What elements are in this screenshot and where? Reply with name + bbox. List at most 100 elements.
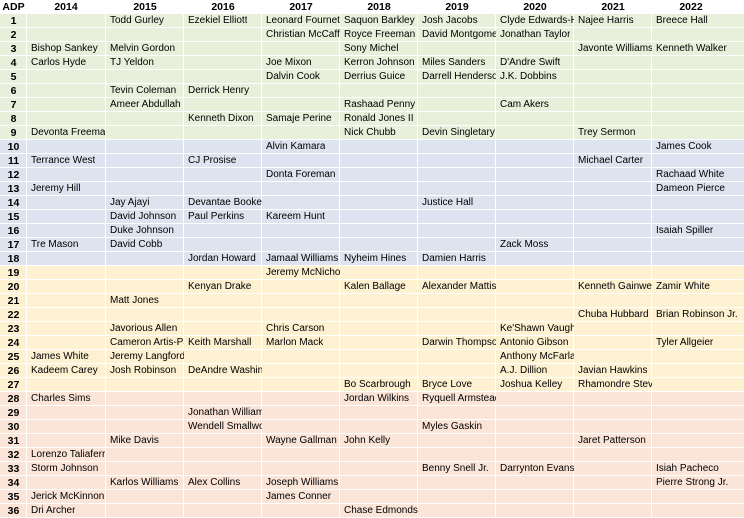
adp-cell[interactable]: 2 [10,29,17,41]
header-year-2014[interactable]: 2014 [27,0,105,14]
adp-cell[interactable]: 17 [7,239,20,251]
player-cell[interactable]: Javian Hawkins [578,365,648,376]
adp-cell[interactable]: 25 [7,351,20,363]
player-cell[interactable]: Pierre Strong Jr. [656,477,729,488]
player-cell[interactable]: Dri Archer [31,505,76,516]
player-cell[interactable]: Kenneth Gainwell [578,281,652,292]
header-year-2018[interactable]: 2018 [340,0,418,14]
player-cell[interactable]: James Cook [656,141,712,152]
player-cell[interactable]: Brian Robinson Jr. [656,309,738,320]
player-cell[interactable]: Zamir White [656,281,710,292]
adp-cell[interactable]: 31 [7,435,20,447]
adp-cell[interactable]: 4 [10,57,17,69]
header-year-2021[interactable]: 2021 [574,0,652,14]
adp-cell[interactable]: 28 [7,393,20,405]
player-cell[interactable]: Damien Harris [422,253,486,264]
adp-cell[interactable]: 6 [10,85,17,97]
adp-cell[interactable]: 35 [7,491,20,503]
player-cell[interactable]: Darrynton Evans [500,463,574,474]
player-cell[interactable]: Cam Akers [500,99,549,110]
player-cell[interactable]: Benny Snell Jr. [422,463,489,474]
player-cell[interactable]: Devonta Freeman [31,127,105,138]
player-cell[interactable]: Cameron Artis-Payne [110,337,184,348]
player-cell[interactable]: Ameer Abdullah [110,99,181,110]
player-cell[interactable]: Isaiah Spiller [656,225,714,236]
player-cell[interactable]: Terrance West [31,155,96,166]
player-cell[interactable]: Najee Harris [578,15,634,26]
player-cell[interactable]: Rachaad White [656,169,725,180]
player-cell[interactable]: TJ Yeldon [110,57,154,68]
player-cell[interactable]: Justice Hall [422,197,474,208]
player-cell[interactable]: Kerron Johnson [344,57,415,68]
player-cell[interactable]: Keith Marshall [188,337,252,348]
player-cell[interactable]: Royce Freeman [344,29,416,40]
adp-cell[interactable]: 29 [7,407,20,419]
player-cell[interactable]: Clyde Edwards-Helaire [500,15,574,26]
adp-cell[interactable]: 1 [10,15,17,27]
player-cell[interactable]: Ronald Jones II [344,113,414,124]
player-cell[interactable]: Joseph Williams [266,477,339,488]
player-cell[interactable]: Zack Moss [500,239,549,250]
player-cell[interactable]: Jordan Howard [188,253,256,264]
player-cell[interactable]: Alex Collins [188,477,241,488]
player-cell[interactable]: Jeremy Langford [110,351,184,362]
adp-cell[interactable]: 19 [7,267,20,279]
player-cell[interactable]: Lorenzo Taliaferro [31,449,105,460]
player-cell[interactable]: Ke'Shawn Vaughn [500,323,574,334]
adp-cell[interactable]: 33 [7,463,20,475]
adp-cell[interactable]: 9 [10,127,17,139]
player-cell[interactable]: Donta Foreman [266,169,336,180]
player-cell[interactable]: Saquon Barkley [344,15,415,26]
player-cell[interactable]: David Montgomery [422,29,496,40]
player-cell[interactable]: Kareem Hunt [266,211,325,222]
header-year-2017[interactable]: 2017 [262,0,340,14]
header-year-2015[interactable]: 2015 [106,0,184,14]
player-cell[interactable]: Kalen Ballage [344,281,406,292]
player-cell[interactable]: Ezekiel Elliott [188,15,248,26]
adp-cell[interactable]: 20 [7,281,20,293]
player-cell[interactable]: Mike Davis [110,435,159,446]
player-cell[interactable]: Tevin Coleman [110,85,177,96]
player-cell[interactable]: Jordan Wilkins [344,393,410,404]
adp-cell[interactable]: 12 [7,169,20,181]
player-cell[interactable]: Rashaad Penny [344,99,416,110]
player-cell[interactable]: Joshua Kelley [500,379,563,390]
player-cell[interactable]: Nyheim Hines [344,253,407,264]
player-cell[interactable]: Anthony McFarland Jr. [500,351,574,362]
adp-cell[interactable]: 24 [7,337,20,349]
player-cell[interactable]: D'Andre Swift [500,57,561,68]
player-cell[interactable]: CJ Prosise [188,155,237,166]
player-cell[interactable]: Melvin Gordon [110,43,176,54]
player-cell[interactable]: Derrius Guice [344,71,406,82]
player-cell[interactable]: Wendell Smallwood [188,421,262,432]
player-cell[interactable]: Derrick Henry [188,85,250,96]
player-cell[interactable]: Josh Robinson [110,365,177,376]
adp-cell[interactable]: 7 [10,99,17,111]
adp-cell[interactable]: 30 [7,421,20,433]
adp-cell[interactable]: 5 [10,71,17,83]
player-cell[interactable]: Kenneth Walker [656,43,727,54]
player-cell[interactable]: Tyler Allgeier [656,337,714,348]
player-cell[interactable]: Alvin Kamara [266,141,326,152]
adp-cell[interactable]: 14 [7,197,20,209]
player-cell[interactable]: Alexander Mattison [422,281,496,292]
player-cell[interactable]: Chris Carson [266,323,325,334]
player-cell[interactable]: Jerick McKinnon [31,491,105,502]
player-cell[interactable]: Tre Mason [31,239,79,250]
player-cell[interactable]: Carlos Hyde [31,57,87,68]
header-year-2020[interactable]: 2020 [496,0,574,14]
player-cell[interactable]: Dalvin Cook [266,71,320,82]
player-cell[interactable]: James White [31,351,89,362]
adp-cell[interactable]: 36 [7,505,20,517]
player-cell[interactable]: Javorious Allen [110,323,178,334]
player-cell[interactable]: Darwin Thompson [422,337,496,348]
player-cell[interactable]: Javonte Williams [578,43,652,54]
player-cell[interactable]: Antonio Gibson [500,337,569,348]
adp-cell[interactable]: 22 [7,309,20,321]
player-cell[interactable]: David Johnson [110,211,177,222]
player-cell[interactable]: Jamaal Williams [266,253,339,264]
adp-cell[interactable]: 26 [7,365,20,377]
player-cell[interactable]: Matt Jones [110,295,159,306]
player-cell[interactable]: Charles Sims [31,393,91,404]
player-cell[interactable]: Breece Hall [656,15,708,26]
